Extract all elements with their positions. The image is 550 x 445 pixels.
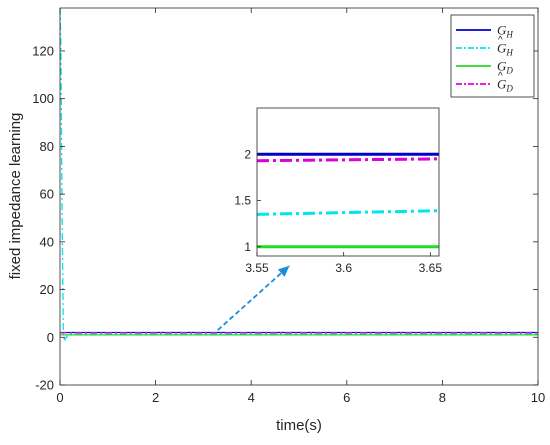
y-tick-label: 80	[40, 139, 54, 154]
zoom-arrow-line	[217, 265, 291, 331]
legend-box	[450, 14, 535, 98]
x-tick-label: 4	[248, 390, 255, 405]
inset-y-tick-label: 2	[244, 147, 251, 161]
x-tick-label: 6	[343, 390, 350, 405]
y-tick-label: -20	[35, 378, 54, 393]
inset-y-tick-label: 1	[244, 240, 251, 254]
y-tick-label: 20	[40, 282, 54, 297]
zoom-arrow-head	[277, 265, 290, 277]
inset-x-tick-label: 3.65	[419, 261, 443, 275]
plot-frame	[59, 7, 539, 386]
inset-x-tick-label: 3.6	[335, 261, 352, 275]
legend-hat: ^	[498, 71, 503, 82]
inset-area	[257, 108, 439, 256]
x-tick-label: 0	[56, 390, 63, 405]
inset-plot-layer: 3.55 3.6 3.65 1 1.5 2	[234, 107, 443, 275]
inset-x-tick-label: 3.55	[245, 261, 269, 275]
inset-series-line-hat_H	[256, 209, 440, 216]
x-tick-label: 8	[439, 390, 446, 405]
inset-frame	[256, 107, 440, 257]
inset-y-tick-label: 1.5	[234, 194, 251, 208]
y-axis-label: fixed impedance learning	[7, 113, 24, 280]
inset-series-line-hat_D	[256, 157, 440, 163]
x-tick-label: 2	[152, 390, 159, 405]
y-tick-label: 120	[32, 43, 54, 58]
y-tick-label: 0	[47, 330, 54, 345]
y-tick-label: 100	[32, 91, 54, 106]
y-tick-label: 60	[40, 187, 54, 202]
y-tick-label: 40	[40, 234, 54, 249]
x-axis-label: time(s)	[276, 417, 322, 434]
x-tick-label: 10	[531, 390, 545, 405]
legend-hat: ^	[498, 35, 503, 46]
